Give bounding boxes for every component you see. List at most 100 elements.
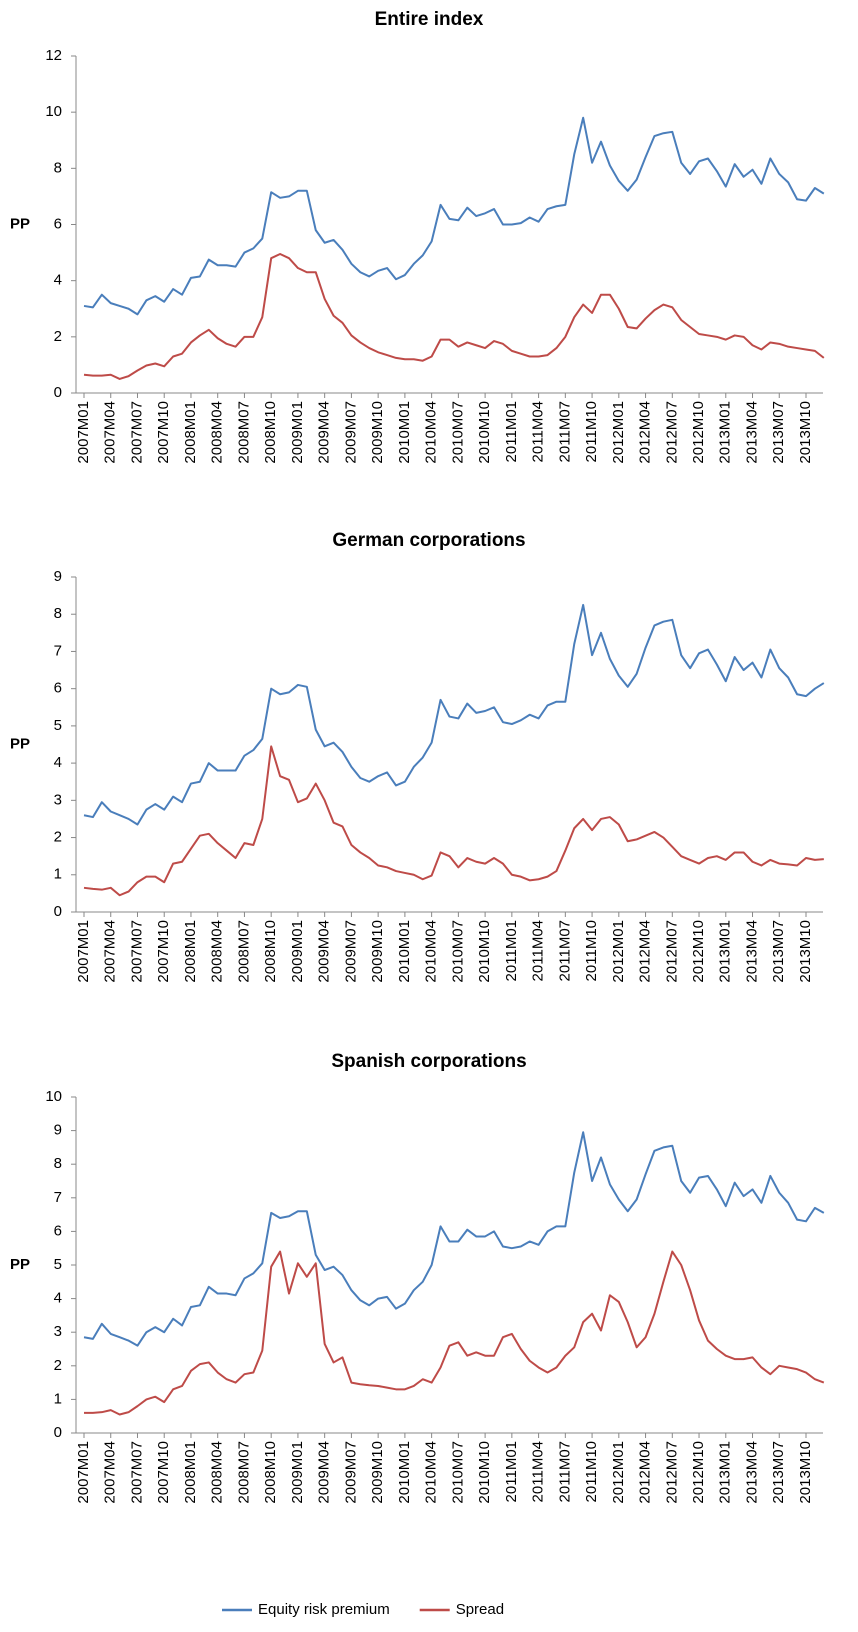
y-tick-label: 6 xyxy=(54,215,62,232)
x-tick-label: 2012M01 xyxy=(610,920,627,983)
y-tick-label: 6 xyxy=(54,680,62,697)
x-tick-label: 2011M07 xyxy=(556,920,573,981)
x-tick-label: 2009M01 xyxy=(289,920,306,983)
y-tick-label: 1 xyxy=(54,866,62,883)
y-tick-label: 8 xyxy=(54,159,62,176)
x-tick-label: 2013M01 xyxy=(717,401,734,464)
series-line xyxy=(84,1250,825,1416)
x-tick-label: 2012M07 xyxy=(663,1441,680,1504)
x-tick-label: 2011M04 xyxy=(530,401,547,462)
x-tick-label: 2010M10 xyxy=(476,920,493,983)
x-tick-label: 2009M01 xyxy=(289,401,306,464)
x-tick-label: 2011M10 xyxy=(583,920,600,981)
series-line xyxy=(83,252,825,380)
y-tick-label: 8 xyxy=(54,605,62,622)
x-tick-label: 2008M07 xyxy=(235,401,252,464)
series-line xyxy=(83,603,825,826)
x-tick-label: 2009M10 xyxy=(369,1441,386,1504)
x-tick-label: 2008M04 xyxy=(209,1441,226,1504)
x-tick-label: 2008M10 xyxy=(262,920,279,983)
x-tick-label: 2012M01 xyxy=(610,401,627,464)
x-tick-label: 2008M04 xyxy=(209,401,226,464)
y-tick-label: 6 xyxy=(54,1222,62,1239)
x-tick-label: 2009M07 xyxy=(342,920,359,983)
x-tick-label: 2010M04 xyxy=(423,920,440,983)
x-tick-label: 2013M07 xyxy=(770,920,787,983)
y-tick-label: 7 xyxy=(54,1189,62,1206)
y-tick-label: 7 xyxy=(54,642,62,659)
x-tick-label: 2013M10 xyxy=(797,1441,814,1504)
x-tick-label: 2011M07 xyxy=(556,1441,573,1502)
x-tick-label: 2011M10 xyxy=(583,1441,600,1502)
x-tick-label: 2009M04 xyxy=(316,1441,333,1504)
x-tick-label: 2013M07 xyxy=(770,1441,787,1504)
x-tick-label: 2010M07 xyxy=(449,920,466,983)
x-tick-label: 2012M04 xyxy=(637,1441,654,1504)
x-tick-label: 2008M01 xyxy=(182,1441,199,1504)
y-tick-label: 8 xyxy=(54,1155,62,1172)
y-tick-label: 10 xyxy=(45,103,62,120)
x-tick-label: 2008M10 xyxy=(262,1441,279,1504)
x-tick-label: 2011M04 xyxy=(530,1441,547,1502)
x-tick-label: 2007M07 xyxy=(128,1441,145,1504)
y-tick-label: 0 xyxy=(54,1424,62,1441)
x-tick-label: 2008M07 xyxy=(235,1441,252,1504)
x-tick-label: 2013M04 xyxy=(743,1441,760,1504)
x-tick-label: 2013M10 xyxy=(797,401,814,464)
x-tick-label: 2009M10 xyxy=(369,401,386,464)
x-tick-label: 2009M01 xyxy=(289,1441,306,1504)
chart-title: Spanish corporations xyxy=(331,1051,526,1072)
y-tick-label: 1 xyxy=(54,1390,62,1407)
x-tick-label: 2013M01 xyxy=(717,920,734,983)
y-tick-label: 9 xyxy=(54,568,62,585)
x-tick-label: 2007M10 xyxy=(155,920,172,983)
x-tick-label: 2012M07 xyxy=(663,401,680,464)
series-line xyxy=(83,116,825,316)
y-tick-label: 2 xyxy=(54,829,62,846)
y-axis-label: PP xyxy=(10,735,30,752)
x-tick-label: 2010M04 xyxy=(423,1441,440,1504)
x-tick-label: 2010M10 xyxy=(476,1441,493,1504)
x-tick-label: 2007M01 xyxy=(75,401,92,464)
y-tick-label: 12 xyxy=(45,47,62,64)
x-tick-label: 2007M04 xyxy=(102,401,119,464)
y-tick-label: 0 xyxy=(54,384,62,401)
x-tick-label: 2010M01 xyxy=(396,920,413,983)
x-tick-label: 2012M04 xyxy=(637,401,654,464)
x-tick-label: 2010M01 xyxy=(396,401,413,464)
x-tick-label: 2012M07 xyxy=(663,920,680,983)
x-tick-label: 2009M04 xyxy=(316,920,333,983)
y-tick-label: 5 xyxy=(54,717,62,734)
y-tick-label: 0 xyxy=(54,903,62,920)
y-tick-label: 5 xyxy=(54,1256,62,1273)
x-tick-label: 2008M01 xyxy=(182,401,199,464)
y-tick-label: 4 xyxy=(54,1290,62,1307)
x-tick-label: 2007M10 xyxy=(155,401,172,464)
x-tick-label: 2012M01 xyxy=(610,1441,627,1504)
x-tick-label: 2007M07 xyxy=(128,920,145,983)
y-tick-label: 3 xyxy=(54,791,62,808)
x-tick-label: 2011M04 xyxy=(530,920,547,981)
x-tick-label: 2012M10 xyxy=(690,401,707,464)
x-tick-label: 2011M10 xyxy=(583,401,600,462)
x-tick-label: 2007M07 xyxy=(128,401,145,464)
x-tick-label: 2009M07 xyxy=(342,401,359,464)
x-tick-label: 2010M01 xyxy=(396,1441,413,1504)
x-tick-label: 2013M04 xyxy=(743,920,760,983)
x-tick-label: 2009M10 xyxy=(369,920,386,983)
y-tick-label: 4 xyxy=(54,754,62,771)
chart-title: Entire index xyxy=(375,9,484,30)
x-tick-label: 2008M07 xyxy=(235,920,252,983)
x-tick-label: 2007M10 xyxy=(155,1441,172,1504)
x-tick-label: 2013M10 xyxy=(797,920,814,983)
x-tick-label: 2008M10 xyxy=(262,401,279,464)
y-axis-label: PP xyxy=(10,215,30,232)
x-tick-label: 2011M01 xyxy=(503,920,520,981)
y-tick-label: 9 xyxy=(54,1122,62,1139)
x-tick-label: 2012M10 xyxy=(690,1441,707,1504)
x-tick-label: 2010M07 xyxy=(449,1441,466,1504)
x-tick-label: 2010M04 xyxy=(423,401,440,464)
x-tick-label: 2007M01 xyxy=(75,1441,92,1504)
x-tick-label: 2010M10 xyxy=(476,401,493,464)
x-tick-label: 2007M04 xyxy=(102,1441,119,1504)
